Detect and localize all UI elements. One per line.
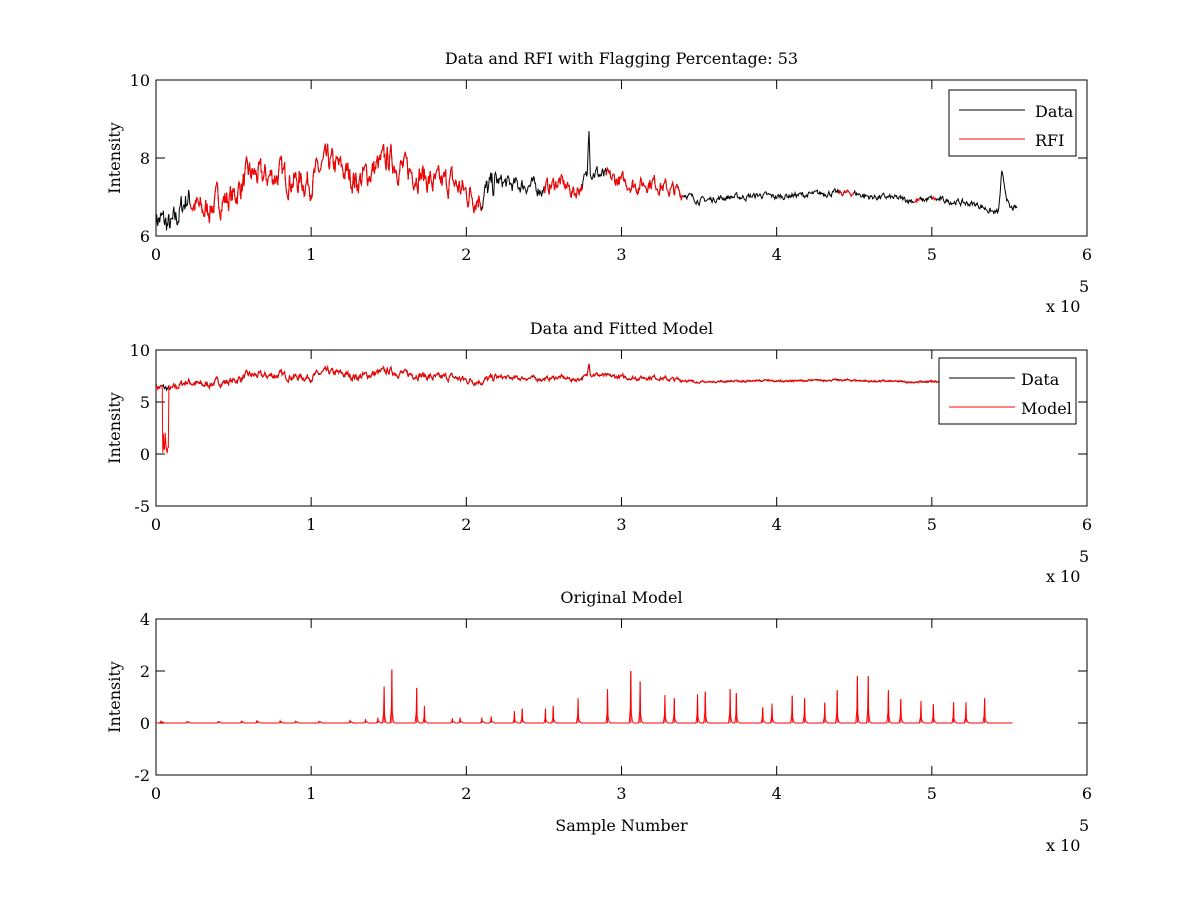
legend-box [938, 357, 1077, 425]
y-tick-label: 2 [140, 662, 150, 681]
y-tick-label: 0 [140, 445, 150, 464]
y-tick-label: 6 [140, 227, 150, 246]
x-tick-label: 3 [616, 245, 626, 264]
legend-label-data: Data [1035, 102, 1074, 121]
series-rfi-segment [189, 143, 482, 224]
y-tick-label: 8 [140, 149, 150, 168]
x-tick-label: 6 [1082, 784, 1092, 803]
x-tick-label: 6 [1082, 515, 1092, 534]
x-tick-label: 1 [306, 245, 316, 264]
x-tick-label: 0 [151, 515, 161, 534]
plot-area [156, 669, 1013, 724]
y-tick-label: 5 [140, 393, 150, 412]
x-tick-label: 5 [927, 245, 937, 264]
x-tick-label: 2 [461, 784, 471, 803]
legend: Data Model [938, 357, 1077, 425]
plot-area [156, 131, 1018, 231]
chart-title: Data and Fitted Model [530, 319, 713, 338]
x-multiplier-exponent: 5 [1079, 816, 1089, 835]
legend-label-rfi: RFI [1035, 131, 1064, 150]
x-tick-label: 5 [927, 515, 937, 534]
y-tick-label: 10 [130, 341, 150, 360]
axes-box [155, 79, 1088, 237]
x-tick-label: 0 [151, 784, 161, 803]
y-axis-label: Intensity [105, 122, 124, 194]
x-tick-label: 4 [772, 784, 782, 803]
x-tick-label: 1 [306, 515, 316, 534]
y-tick-label: -5 [134, 497, 150, 516]
y-tick-label: 10 [130, 71, 150, 90]
x-axis-label: Sample Number [555, 816, 688, 835]
x-tick-label: 2 [461, 245, 471, 264]
series-model-line [156, 363, 1018, 454]
x-tick-label: 2 [461, 515, 471, 534]
y-axis-label: Intensity [105, 661, 124, 733]
subplot-1: 0 1 2 3 4 5 6 6 8 10 Data and RFI with Flagging Pe… [105, 49, 1092, 316]
series-rfi-segment [605, 166, 684, 201]
x-multiplier: x 10 [1046, 567, 1080, 586]
x-tick-label: 4 [772, 245, 782, 264]
legend-label-data: Data [1021, 370, 1060, 389]
y-tick-label: -2 [134, 766, 150, 785]
x-multiplier-exponent: 5 [1079, 277, 1089, 296]
x-tick-label: 5 [927, 784, 937, 803]
series-rfi-segment [543, 174, 583, 199]
x-tick-label: 6 [1082, 245, 1092, 264]
plot-area [156, 363, 1018, 454]
x-multiplier: x 10 [1046, 836, 1080, 855]
series-rfi-segment [931, 196, 937, 201]
legend-box [948, 89, 1077, 157]
x-tick-label: 3 [616, 784, 626, 803]
axes-box [155, 618, 1088, 776]
series-model-line [156, 669, 1013, 724]
legend-label-model: Model [1021, 399, 1072, 418]
x-tick-label: 1 [306, 784, 316, 803]
y-axis-label: Intensity [105, 392, 124, 464]
x-tick-label: 3 [616, 515, 626, 534]
x-multiplier: x 10 [1046, 297, 1080, 316]
legend: Data RFI [948, 89, 1077, 157]
x-tick-label: 0 [151, 245, 161, 264]
chart-title: Original Model [560, 588, 682, 607]
y-tick-label: 4 [140, 610, 150, 629]
series-rfi-segment [838, 189, 855, 198]
x-tick-label: 4 [772, 515, 782, 534]
chart-title: Data and RFI with Flagging Percentage: 5… [445, 49, 798, 68]
series-rfi-segment [913, 198, 920, 204]
y-tick-label: 0 [140, 714, 150, 733]
x-multiplier-exponent: 5 [1079, 547, 1089, 566]
